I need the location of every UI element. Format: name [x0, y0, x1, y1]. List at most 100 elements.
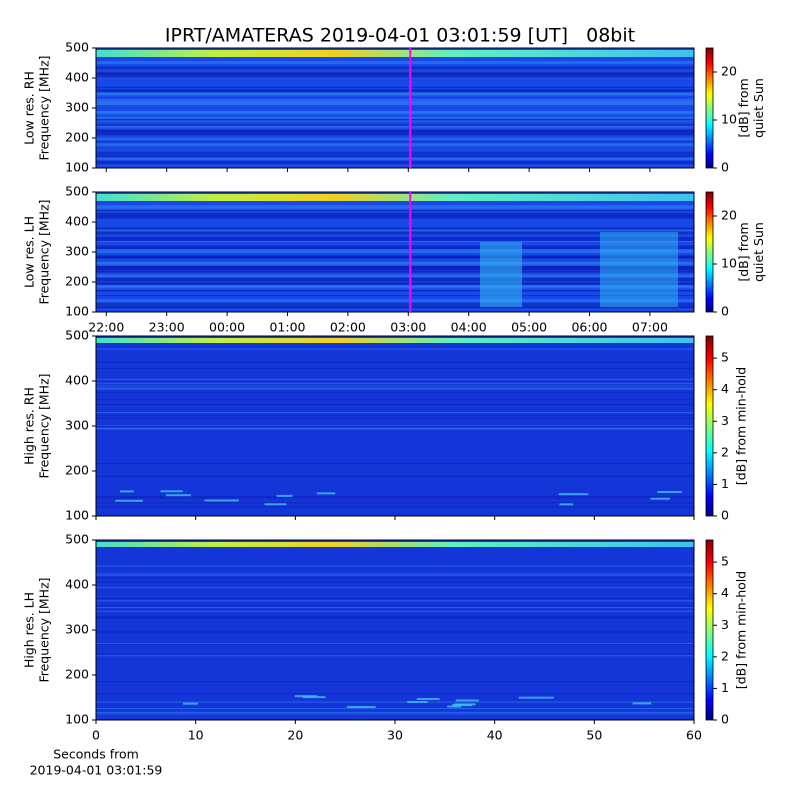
y-tick-label: 400: [65, 70, 89, 85]
spectrogram-stripe: [96, 213, 694, 217]
spectrogram-stripe: [96, 72, 694, 76]
spectrogram-stripe: [96, 385, 694, 387]
spectrogram-stripe: [96, 303, 694, 306]
spectrogram-feature: [518, 696, 554, 699]
spectrogram-stripe: [96, 267, 694, 270]
x-tick-label: 00:00: [209, 320, 245, 335]
x-tick-label: 07:00: [632, 320, 668, 335]
spectrogram-stripe: [96, 643, 694, 645]
spectrogram-stripe: [96, 463, 694, 465]
spectrogram-feature: [347, 706, 376, 709]
colorbar-tick-label: 20: [721, 64, 737, 79]
colorbar-tick-label: 20: [721, 208, 737, 223]
spectrogram-stripe: [96, 240, 694, 242]
spectrogram-stripe: [96, 600, 694, 602]
spectrogram-stripe: [96, 711, 694, 713]
spectrogram: [96, 48, 694, 168]
spectrogram-stripe: [96, 205, 694, 209]
y-axis-label: Frequency [MHz]: [37, 577, 52, 682]
spectrogram-feature: [160, 490, 183, 493]
colorbar: [705, 47, 714, 169]
x-tick-label: 30: [387, 728, 403, 743]
colorbar-tick-label: 0: [721, 508, 729, 523]
spectrogram-stripe: [96, 161, 694, 165]
spectrogram-stripe: [96, 605, 694, 607]
y-axis-label: Low res. LH: [22, 216, 37, 288]
spectrogram-stripe: [96, 131, 694, 136]
x-tick-label: 01:00: [269, 320, 305, 335]
spectrogram-stripe: [96, 655, 694, 657]
spectrogram-feature: [558, 493, 589, 496]
spectrogram-feature: [276, 494, 293, 497]
y-tick-label: 400: [65, 214, 89, 229]
colorbar-tick-label: 0: [721, 304, 729, 319]
x-tick-label: 20: [287, 728, 303, 743]
spectrogram-feature: [120, 490, 134, 493]
spectrogram-feature: [454, 703, 476, 706]
spectrogram-stripe: [96, 404, 694, 406]
spectrogram-feature: [316, 492, 336, 495]
spectrogram-stripe: [96, 129, 694, 133]
spectrogram-top-band: [96, 542, 694, 547]
spectrogram-feature: [183, 702, 199, 705]
spectrogram-stripe: [96, 153, 694, 158]
spectrogram-stripe: [96, 643, 694, 645]
y-tick-label: 300: [65, 100, 89, 115]
x-tick-label: 60: [686, 728, 702, 743]
spectrogram-stripe: [96, 587, 694, 589]
spectrogram-stripe: [96, 387, 694, 389]
spectrogram-stripe: [96, 475, 694, 477]
spectrogram-stripe: [96, 497, 694, 499]
spectrogram-stripe: [96, 143, 694, 147]
colorbar-tick-label: 1: [721, 680, 729, 695]
spectrogram-stripe: [96, 274, 694, 278]
x-tick-label: 0: [92, 728, 100, 743]
spectrogram-stripe: [96, 378, 694, 380]
colorbar-label: quiet Sun: [751, 78, 766, 138]
colorbar-tick-label: 5: [721, 350, 729, 365]
colorbar-label: [dB] from: [736, 222, 751, 281]
y-tick-label: 500: [65, 40, 89, 55]
spectrogram-top-band: [96, 50, 694, 57]
spectrogram-stripe: [96, 506, 694, 508]
spectrogram-stripe: [96, 574, 694, 576]
spectrogram-stripe: [96, 565, 694, 567]
spectrogram-feature: [115, 499, 143, 502]
spectrogram-stripe: [96, 388, 694, 390]
x-tick-label: 10: [188, 728, 204, 743]
spectrogram-feature: [204, 499, 239, 502]
spectrogram-stripe: [96, 69, 694, 71]
spectrogram-stripe: [96, 208, 694, 210]
chart-title: IPRT/AMATERAS 2019-04-01 03:01:59 [UT] 0…: [165, 25, 635, 47]
spectrogram-stripe: [96, 417, 694, 419]
colorbar-tick-label: 2: [721, 648, 729, 663]
spectrogram-top-band: [96, 194, 694, 201]
spectrogram-stripe: [96, 92, 694, 96]
y-tick-label: 100: [65, 508, 89, 523]
spectrogram-stripe: [96, 496, 694, 498]
y-tick-label: 100: [65, 304, 89, 319]
spectrogram-stripe: [96, 384, 694, 386]
spectrogram-stripe: [96, 502, 694, 504]
y-tick-label: 400: [65, 577, 89, 592]
spectrogram-feature: [559, 503, 573, 506]
spectrogram-stripe: [96, 262, 694, 265]
spectrogram-feature: [416, 698, 440, 701]
y-tick-label: 100: [65, 160, 89, 175]
spectrogram-stripe: [96, 412, 694, 414]
y-tick-label: 500: [65, 328, 89, 343]
y-axis-label: Frequency [MHz]: [37, 55, 52, 160]
spectrogram-stripe: [96, 60, 694, 65]
spectrogram-stripe: [96, 236, 694, 241]
colorbar-tick-label: 4: [721, 585, 729, 600]
y-tick-label: 300: [65, 622, 89, 637]
spectrogram-stripe: [96, 299, 694, 303]
x-tick-label: 23:00: [149, 320, 185, 335]
spectrogram-stripe: [96, 415, 694, 417]
spectrogram-burst: [600, 232, 678, 307]
spectrogram-stripe: [96, 713, 694, 715]
spectrogram-stripe: [96, 295, 694, 297]
spectrogram-stripe: [96, 577, 694, 579]
y-axis-label: High res. RH: [22, 387, 37, 465]
spectrogram-stripe: [96, 66, 694, 69]
